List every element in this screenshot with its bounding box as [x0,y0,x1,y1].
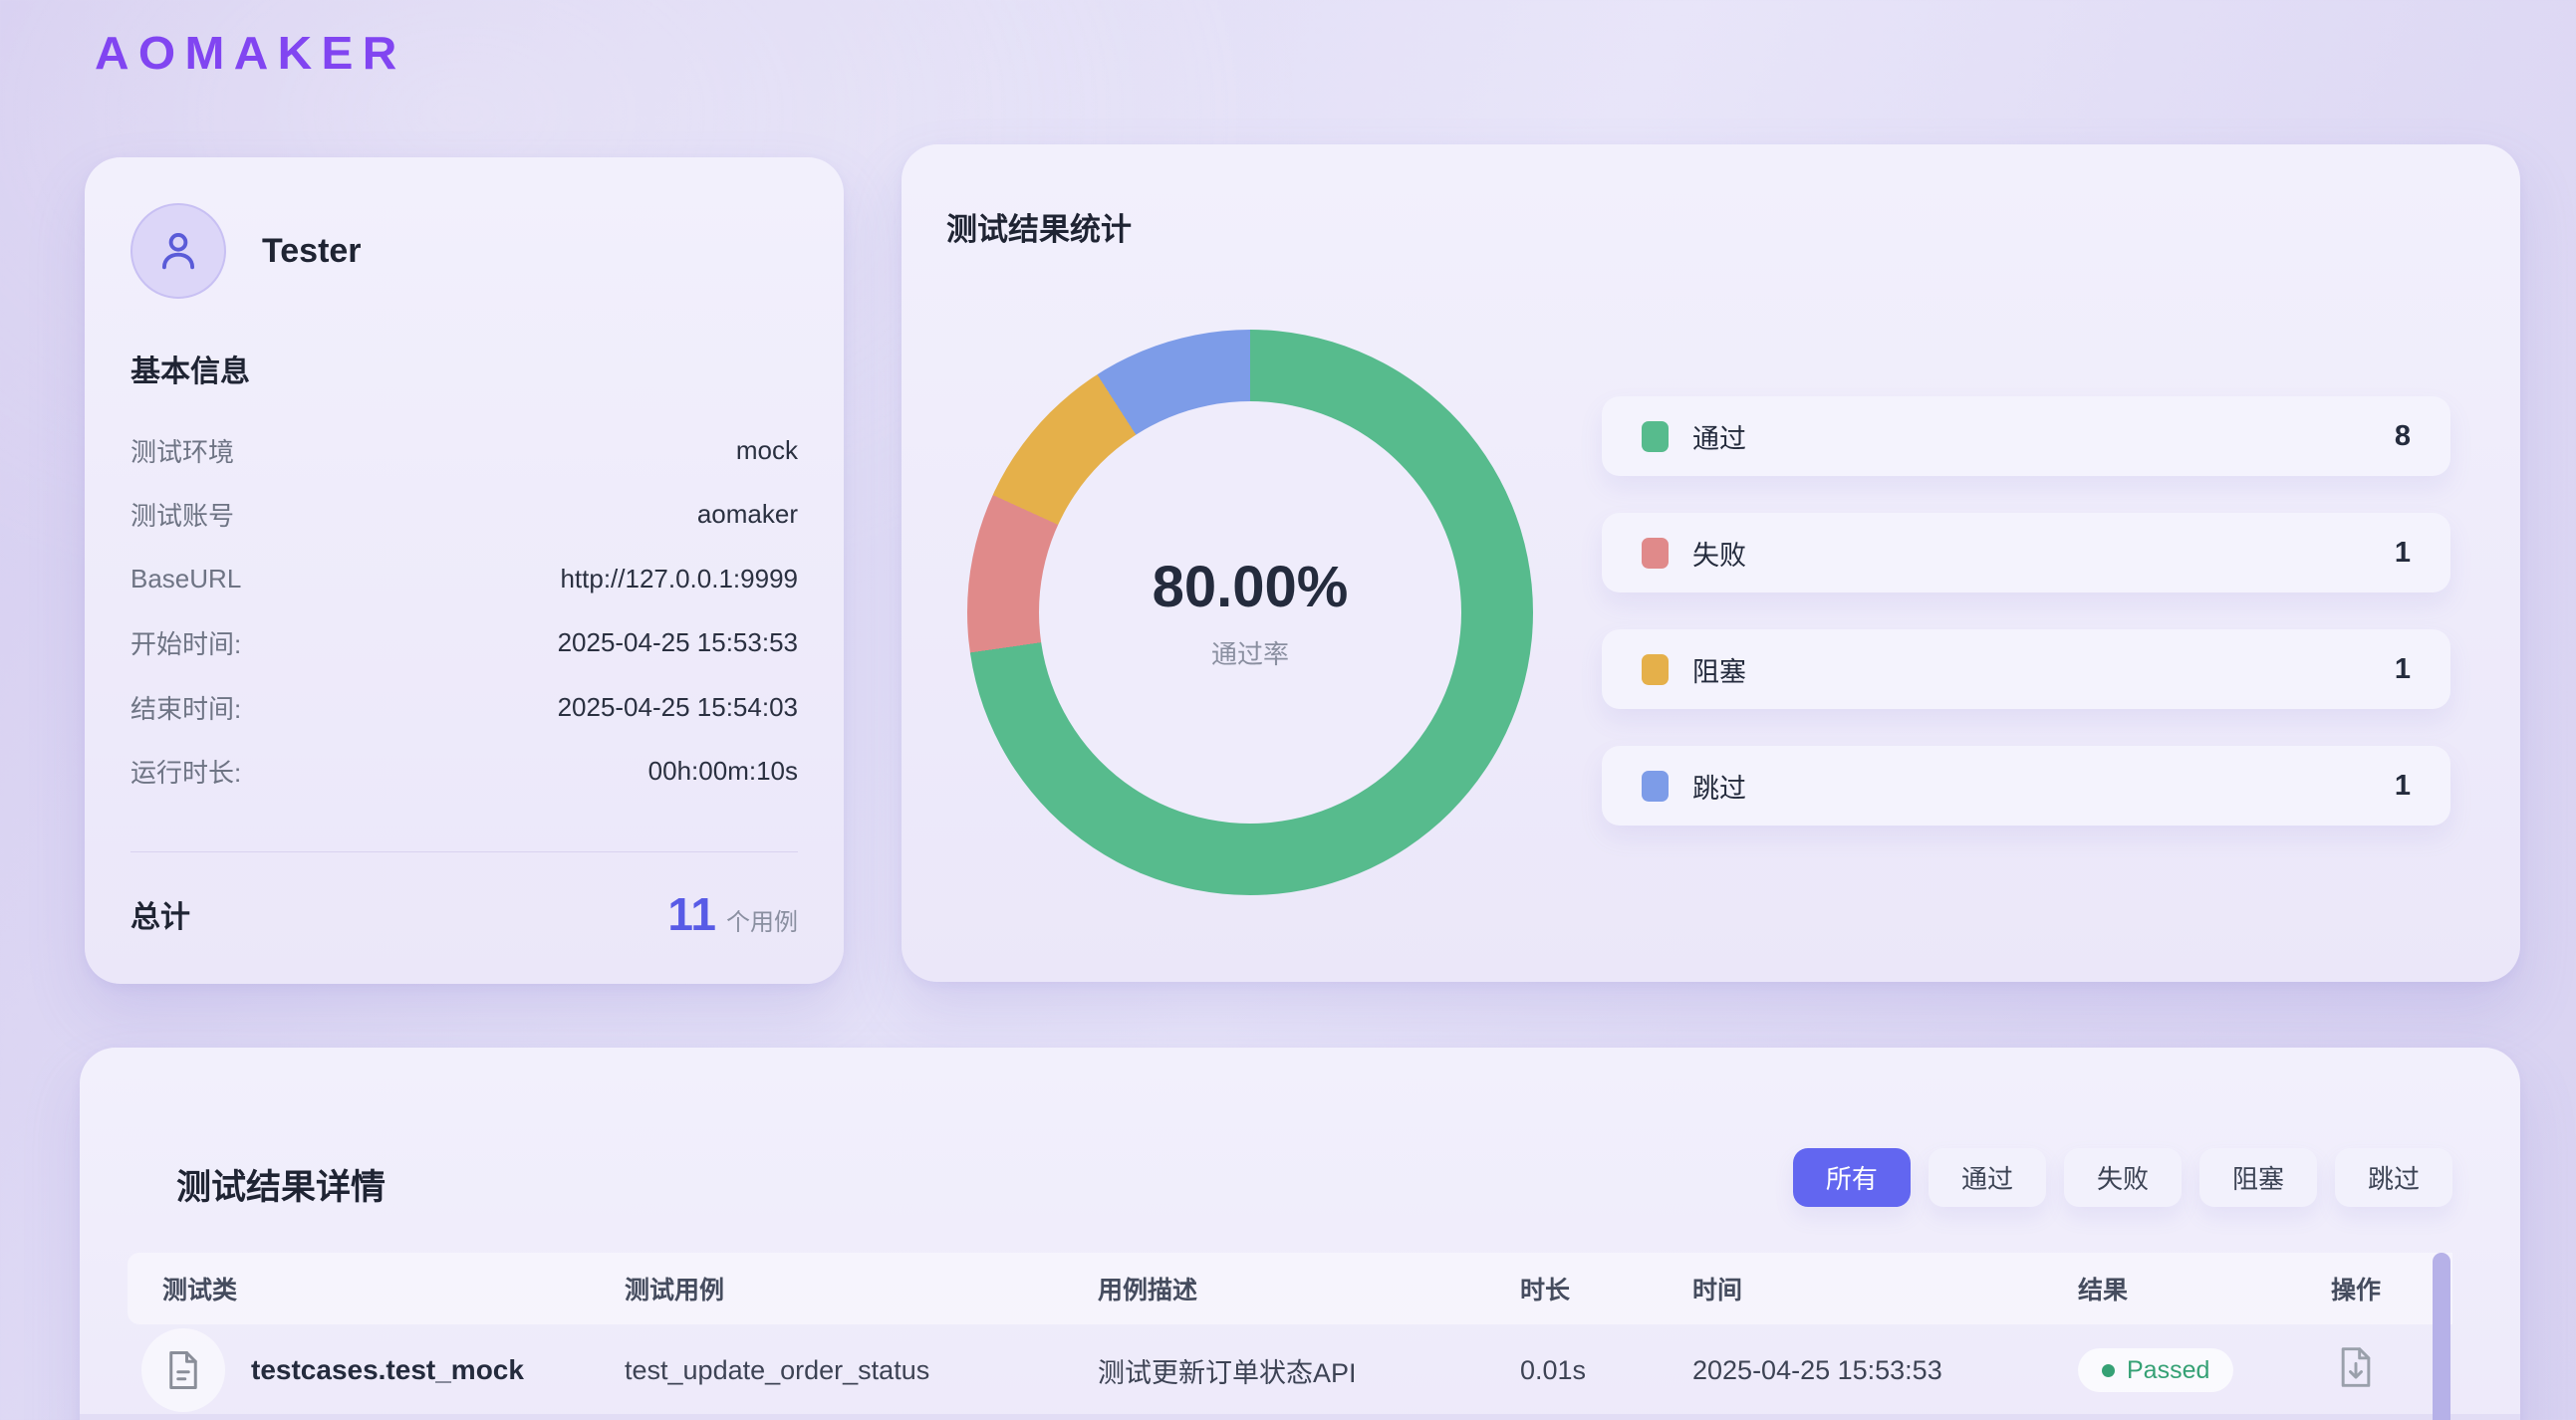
cell-test-case: test_update_order_status [625,1354,930,1385]
legend-label: 通过 [1692,423,1746,454]
column-header: 结果 [2078,1277,2129,1304]
legend-count: 1 [2394,769,2411,802]
info-value: 00h:00m:10s [647,756,798,787]
tester-header: Tester [130,203,362,299]
column-header: 时长 [1520,1277,1571,1304]
total-row: 总计 11 个用例 [130,878,798,950]
legend-count: 1 [2394,536,2411,569]
column-header: 时间 [1692,1277,1743,1304]
file-icon-halo [141,1328,225,1412]
legend-swatch [1642,420,1669,452]
column-header: 测试用例 [625,1277,725,1304]
table-body: testcases.test_mock test_update_order_st… [128,1324,2452,1416]
cell-description: 测试更新订单状态API [1098,1357,1357,1388]
legend-item: 阻塞 1 [1602,629,2450,709]
table-header: 测试类 测试用例 用例描述 时长 时间 结果 操作 [128,1253,2452,1324]
status-badge: Passed [2078,1348,2234,1392]
info-label: 测试账号 [130,501,235,532]
info-value: 2025-04-25 15:54:03 [557,691,798,722]
test-class-name: testcases.test_mock [251,1354,524,1385]
legend-list: 通过 8 失败 1 阻塞 1 跳过 1 [1602,396,2450,862]
legend-label: 阻塞 [1692,656,1746,687]
info-value: mock [735,434,798,465]
result-filters: 所有 通过 失败 阻塞 跳过 [1792,1148,2452,1207]
pass-rate-value: 80.00% [1152,555,1349,619]
filter-button-通过[interactable]: 通过 [1928,1148,2046,1207]
legend-swatch [1642,653,1669,685]
tester-name: Tester [262,231,362,270]
filter-button-跳过[interactable]: 跳过 [2334,1148,2452,1207]
stats-title: 测试结果统计 [946,212,1132,247]
legend-label: 失败 [1692,540,1746,571]
cell-result: Passed [2078,1348,2331,1392]
info-label: 运行时长: [130,758,242,789]
avatar [130,203,226,299]
cell-test-class: testcases.test_mock [128,1328,625,1412]
file-icon [169,1351,197,1389]
aomaker-logo: AOMAKER [95,27,406,79]
pass-rate-donut-chart: 80.00% 通过率 [967,330,1533,895]
total-label: 总计 [130,901,190,934]
column-header: 测试类 [162,1277,238,1304]
legend-swatch [1642,537,1669,569]
info-row: 开始时间: 2025-04-25 15:53:53 [130,611,798,676]
cell-actions [2331,1345,2452,1396]
info-label: BaseURL [130,563,242,593]
total-value-group: 11 个用例 [667,887,798,941]
basic-info-title: 基本信息 [130,355,250,388]
legend-label: 跳过 [1692,773,1746,804]
info-value: http://127.0.0.1:9999 [560,563,798,593]
column-header: 用例描述 [1098,1277,1198,1304]
filter-button-失败[interactable]: 失败 [2063,1148,2182,1207]
info-row: 结束时间: 2025-04-25 15:54:03 [130,675,798,740]
download-file-icon [2341,1346,2371,1387]
details-title: 测试结果详情 [176,1168,386,1207]
results-table: 测试类 测试用例 用例描述 时长 时间 结果 操作 testcases.test_mock … [128,1253,2452,1416]
filter-button-阻塞[interactable]: 阻塞 [2198,1148,2317,1207]
stats-card: 测试结果统计 80.00% 通过率 通过 8 失败 1 阻塞 1 跳过 1 [902,144,2520,982]
tester-card: Tester 基本信息 测试环境 mock 测试账号 aomaker BaseU… [85,157,844,984]
info-value: aomaker [696,499,798,530]
cell-duration: 0.01s [1520,1354,1587,1385]
filter-button-所有[interactable]: 所有 [1792,1148,1911,1207]
divider [130,851,798,852]
download-report-button[interactable] [2331,1345,2375,1392]
info-row: BaseURL http://127.0.0.1:9999 [130,547,798,611]
legend-count: 1 [2394,652,2411,685]
donut-center: 80.00% 通过率 [1039,401,1461,824]
info-rows: 测试环境 mock 测试账号 aomaker BaseURL http://12… [130,418,798,804]
info-label: 结束时间: [130,693,242,724]
total-case-unit: 个用例 [726,909,798,936]
column-header: 操作 [2331,1277,2382,1304]
table-scrollbar[interactable] [2433,1253,2450,1420]
total-case-count: 11 [667,888,716,940]
details-card: 测试结果详情 所有 通过 失败 阻塞 跳过 测试类 测试用例 用例描述 时长 时间 结果 操… [80,1048,2520,1420]
cell-time: 2025-04-25 15:53:53 [1692,1354,1942,1385]
user-icon [161,233,195,270]
legend-count: 8 [2394,419,2411,452]
info-row: 测试账号 aomaker [130,483,798,548]
info-row: 运行时长: 00h:00m:10s [130,740,798,805]
legend-item: 失败 1 [1602,513,2450,592]
legend-swatch [1642,770,1669,802]
pass-rate-label: 通过率 [1210,639,1289,669]
legend-item: 跳过 1 [1602,746,2450,826]
next-row-stripe [80,1414,2520,1420]
table-row[interactable]: testcases.test_mock test_update_order_st… [128,1324,2452,1416]
info-label: 开始时间: [130,629,242,660]
status-dot [2102,1363,2115,1377]
info-row: 测试环境 mock [130,418,798,483]
info-label: 测试环境 [130,436,235,467]
legend-item: 通过 8 [1602,396,2450,476]
status-text: Passed [2127,1355,2210,1384]
info-value: 2025-04-25 15:53:53 [557,627,798,658]
